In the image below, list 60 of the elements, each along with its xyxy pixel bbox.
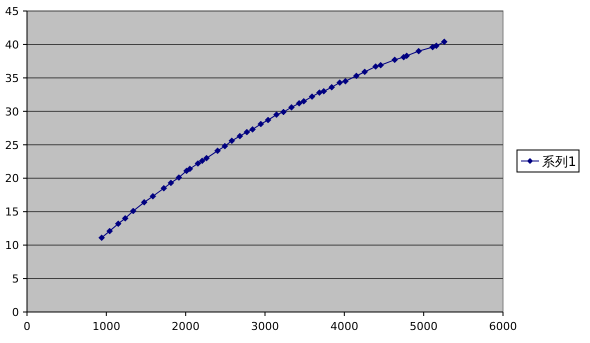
point [114,220,122,227]
x-tick-label: 5000 [410,320,438,333]
y-tick-label: 35 [5,72,19,85]
point [203,154,210,162]
point [214,148,221,154]
point [122,215,128,222]
point [372,63,379,70]
point [183,168,190,174]
point [391,56,398,64]
point [342,78,349,84]
legend-label: 系列1 [542,155,576,170]
point [264,116,272,124]
point [316,89,323,96]
point [433,42,440,50]
point [258,120,264,128]
point [244,128,250,136]
point [328,84,335,91]
y-tick-label: 45 [5,5,19,18]
point [308,93,316,100]
point [130,208,136,214]
x-tick-label: 3000 [251,320,279,333]
point [236,132,244,140]
point [150,193,156,200]
point [168,180,174,186]
y-tick-label: 0 [12,306,19,319]
point [106,228,113,234]
y-tick-label: 5 [12,272,19,286]
y-tick-label: 40 [5,38,19,52]
x-tick-label: 6000 [489,320,517,333]
point [228,138,236,144]
y-tick-label: 25 [5,138,19,152]
y-tick-label: 20 [5,172,19,186]
point [280,108,287,116]
y-tick-label: 10 [5,239,19,252]
point [249,126,256,133]
y-tick-label: 30 [5,105,19,118]
point [140,199,148,206]
x-tick-label: 1000 [92,320,120,333]
point [361,68,368,76]
y-tick-label: 15 [5,206,19,219]
x-tick-label: 0 [24,320,30,333]
point [288,104,295,111]
point [273,111,280,118]
point [198,158,206,164]
point [336,79,343,86]
point [176,174,182,181]
point [296,100,302,107]
point [441,38,448,46]
point [160,185,168,192]
point [300,98,308,105]
point [98,234,105,242]
point [353,72,360,80]
point [377,62,384,68]
x-tick-label: 2000 [172,320,200,333]
point [222,142,228,150]
point [194,160,202,167]
point [415,48,422,54]
point [186,166,194,172]
point [320,88,328,95]
x-tick-label: 4000 [330,320,358,333]
